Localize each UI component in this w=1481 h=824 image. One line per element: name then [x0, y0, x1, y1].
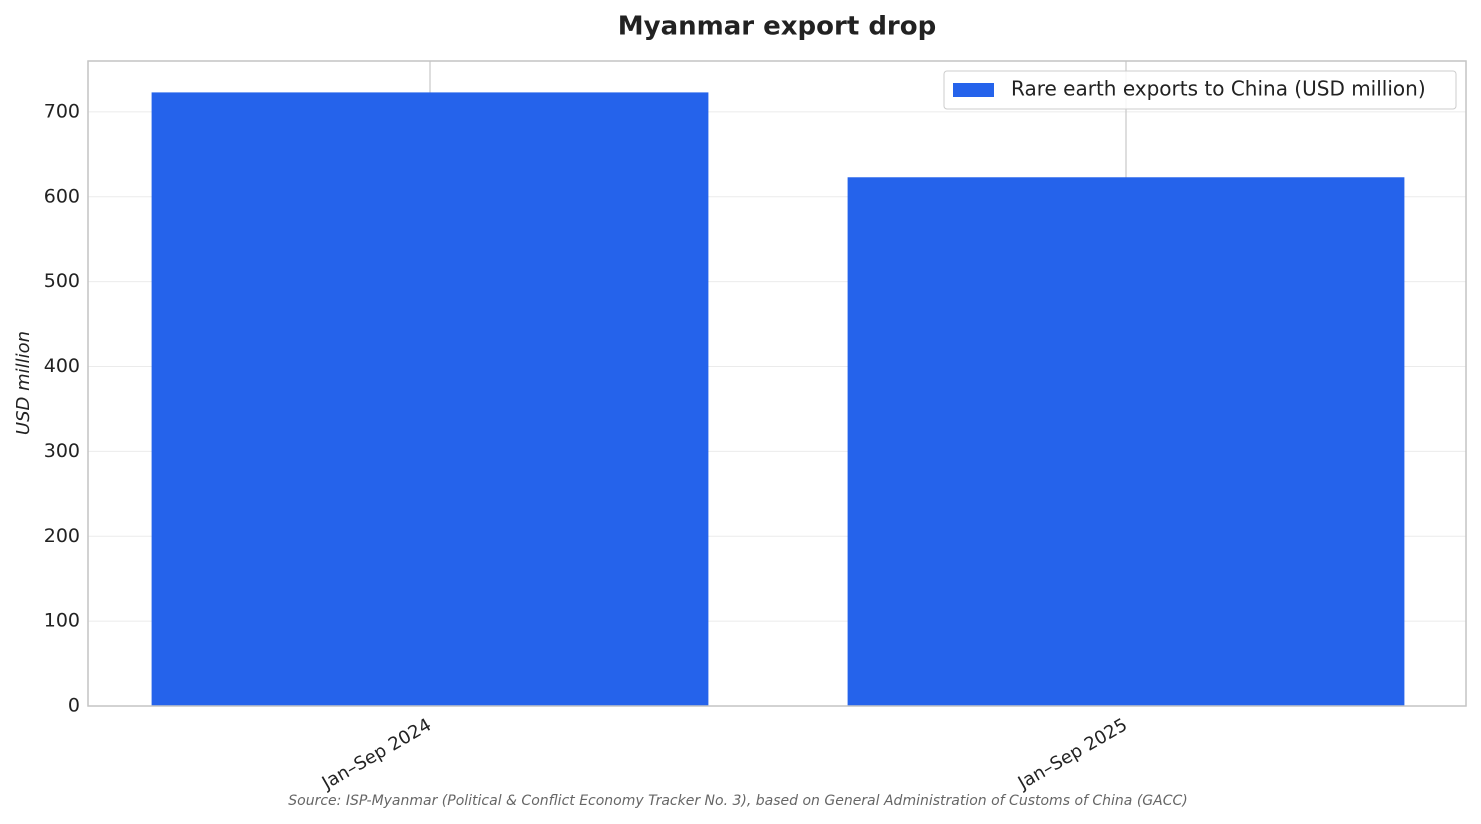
legend-box: [943, 70, 1457, 110]
x-tick-label: Jan–Sep 2024: [318, 714, 435, 794]
y-tick-label: 400: [44, 355, 80, 377]
y-tick-label: 700: [44, 100, 80, 122]
chart-title: Myanmar export drop: [618, 12, 936, 42]
y-tick-label: 0: [68, 695, 80, 717]
x-tick-label: Jan–Sep 2025: [1014, 714, 1131, 794]
axes-frame: [87, 60, 1467, 707]
y-tick-label: 500: [44, 270, 80, 292]
y-tick-label: 200: [44, 525, 80, 547]
legend-swatch: [953, 83, 994, 97]
y-tick-label: 100: [44, 610, 80, 632]
bar: [847, 177, 1405, 707]
legend-label: Rare earth exports to China (USD million…: [1011, 77, 1426, 101]
y-tick-label: 300: [44, 440, 80, 462]
y-axis-label: USD million: [13, 331, 34, 435]
source-note: Source: ISP-Myanmar (Political & Conflic…: [288, 793, 1187, 809]
y-tick-label: 600: [44, 185, 80, 207]
legend: Rare earth exports to China (USD million…: [943, 70, 1457, 110]
bar: [151, 92, 709, 707]
